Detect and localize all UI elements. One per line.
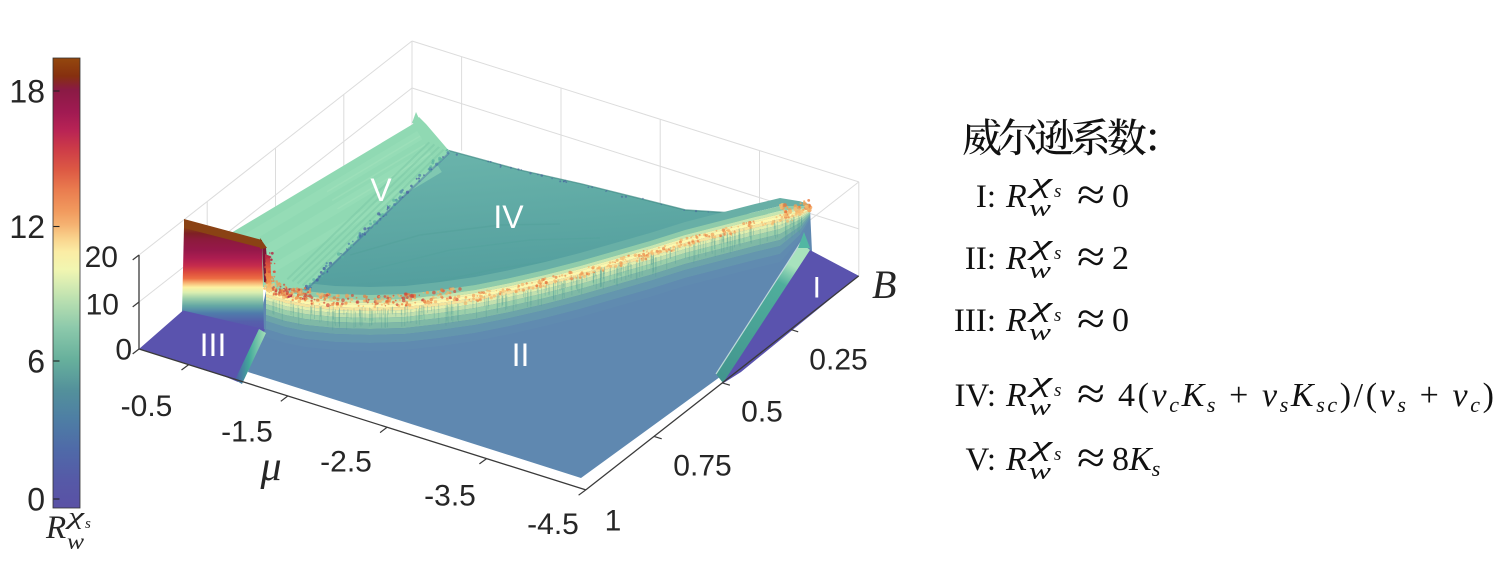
svg-text:μ: μ (259, 444, 281, 490)
svg-text:w: w (1029, 196, 1051, 222)
svg-text:R: R (1005, 240, 1027, 277)
svg-text:R: R (1005, 377, 1027, 414)
svg-text:w: w (1029, 320, 1051, 346)
svg-text:1: 1 (605, 505, 622, 538)
svg-text:8Ks​: 8Ks​ (1112, 441, 1160, 481)
svg-text:s: s (1054, 181, 1061, 202)
svg-text:6: 6 (27, 344, 45, 380)
svg-text:R: R (45, 510, 66, 546)
svg-text:III: III (200, 327, 227, 363)
svg-text:χ: χ (1026, 367, 1053, 398)
svg-text:R: R (1005, 302, 1027, 339)
svg-text:0: 0 (1112, 302, 1129, 339)
svg-text:0.5: 0.5 (741, 396, 783, 429)
svg-text:w: w (1029, 459, 1051, 485)
svg-text:18: 18 (9, 74, 45, 110)
svg-text:I:: I: (976, 179, 996, 215)
svg-text:w: w (1029, 395, 1051, 421)
svg-text:0: 0 (115, 334, 132, 367)
svg-text:V:: V: (965, 442, 996, 478)
svg-text:χ: χ (1026, 431, 1053, 462)
svg-text:V: V (370, 172, 392, 208)
svg-text:w: w (1029, 258, 1051, 284)
svg-text:B: B (872, 262, 896, 307)
svg-text:0: 0 (27, 482, 45, 518)
svg-text:s: s (1054, 243, 1061, 264)
svg-text:IV: IV (493, 199, 524, 235)
svg-text:0.25: 0.25 (809, 344, 867, 377)
svg-text:-1.5: -1.5 (221, 416, 273, 449)
svg-text:-2.5: -2.5 (320, 446, 372, 479)
svg-text:II: II (512, 337, 530, 373)
svg-text:χ: χ (1026, 230, 1053, 261)
svg-text:10: 10 (86, 289, 119, 322)
svg-text:III:: III: (954, 303, 996, 339)
svg-text:2: 2 (1112, 240, 1129, 277)
svg-text:≈: ≈ (1077, 432, 1105, 483)
svg-text:s: s (85, 516, 91, 532)
svg-text:20: 20 (85, 241, 118, 274)
svg-text:≈: ≈ (1077, 231, 1105, 282)
svg-text:χ: χ (65, 504, 86, 530)
svg-text:R: R (1005, 441, 1027, 478)
svg-text:IV:: IV: (954, 378, 996, 414)
svg-text:0: 0 (1112, 178, 1129, 215)
svg-text:4(vc​Ks​ + vs​Ksc​)/(vs​ + vc​: 4(vc​Ks​ + vs​Ksc​)/(vs​ + vc​) (1118, 377, 1497, 417)
svg-text:12: 12 (9, 209, 45, 245)
svg-text:≈: ≈ (1077, 368, 1105, 419)
svg-text:≈: ≈ (1077, 169, 1105, 220)
svg-text:-4.5: -4.5 (527, 508, 579, 541)
svg-text:-0.5: -0.5 (121, 390, 173, 423)
svg-text:R: R (1005, 178, 1027, 215)
svg-text:≈: ≈ (1077, 293, 1105, 344)
svg-text:χ: χ (1026, 168, 1053, 199)
svg-text:s: s (1054, 444, 1061, 465)
svg-text:s: s (1054, 380, 1061, 401)
svg-text:w: w (67, 529, 85, 554)
svg-text:χ: χ (1026, 292, 1053, 323)
svg-text:0.75: 0.75 (673, 450, 731, 483)
svg-text:II:: II: (965, 241, 996, 277)
svg-text:s: s (1054, 305, 1061, 326)
svg-text:I: I (813, 272, 821, 305)
svg-text:-3.5: -3.5 (424, 480, 476, 513)
